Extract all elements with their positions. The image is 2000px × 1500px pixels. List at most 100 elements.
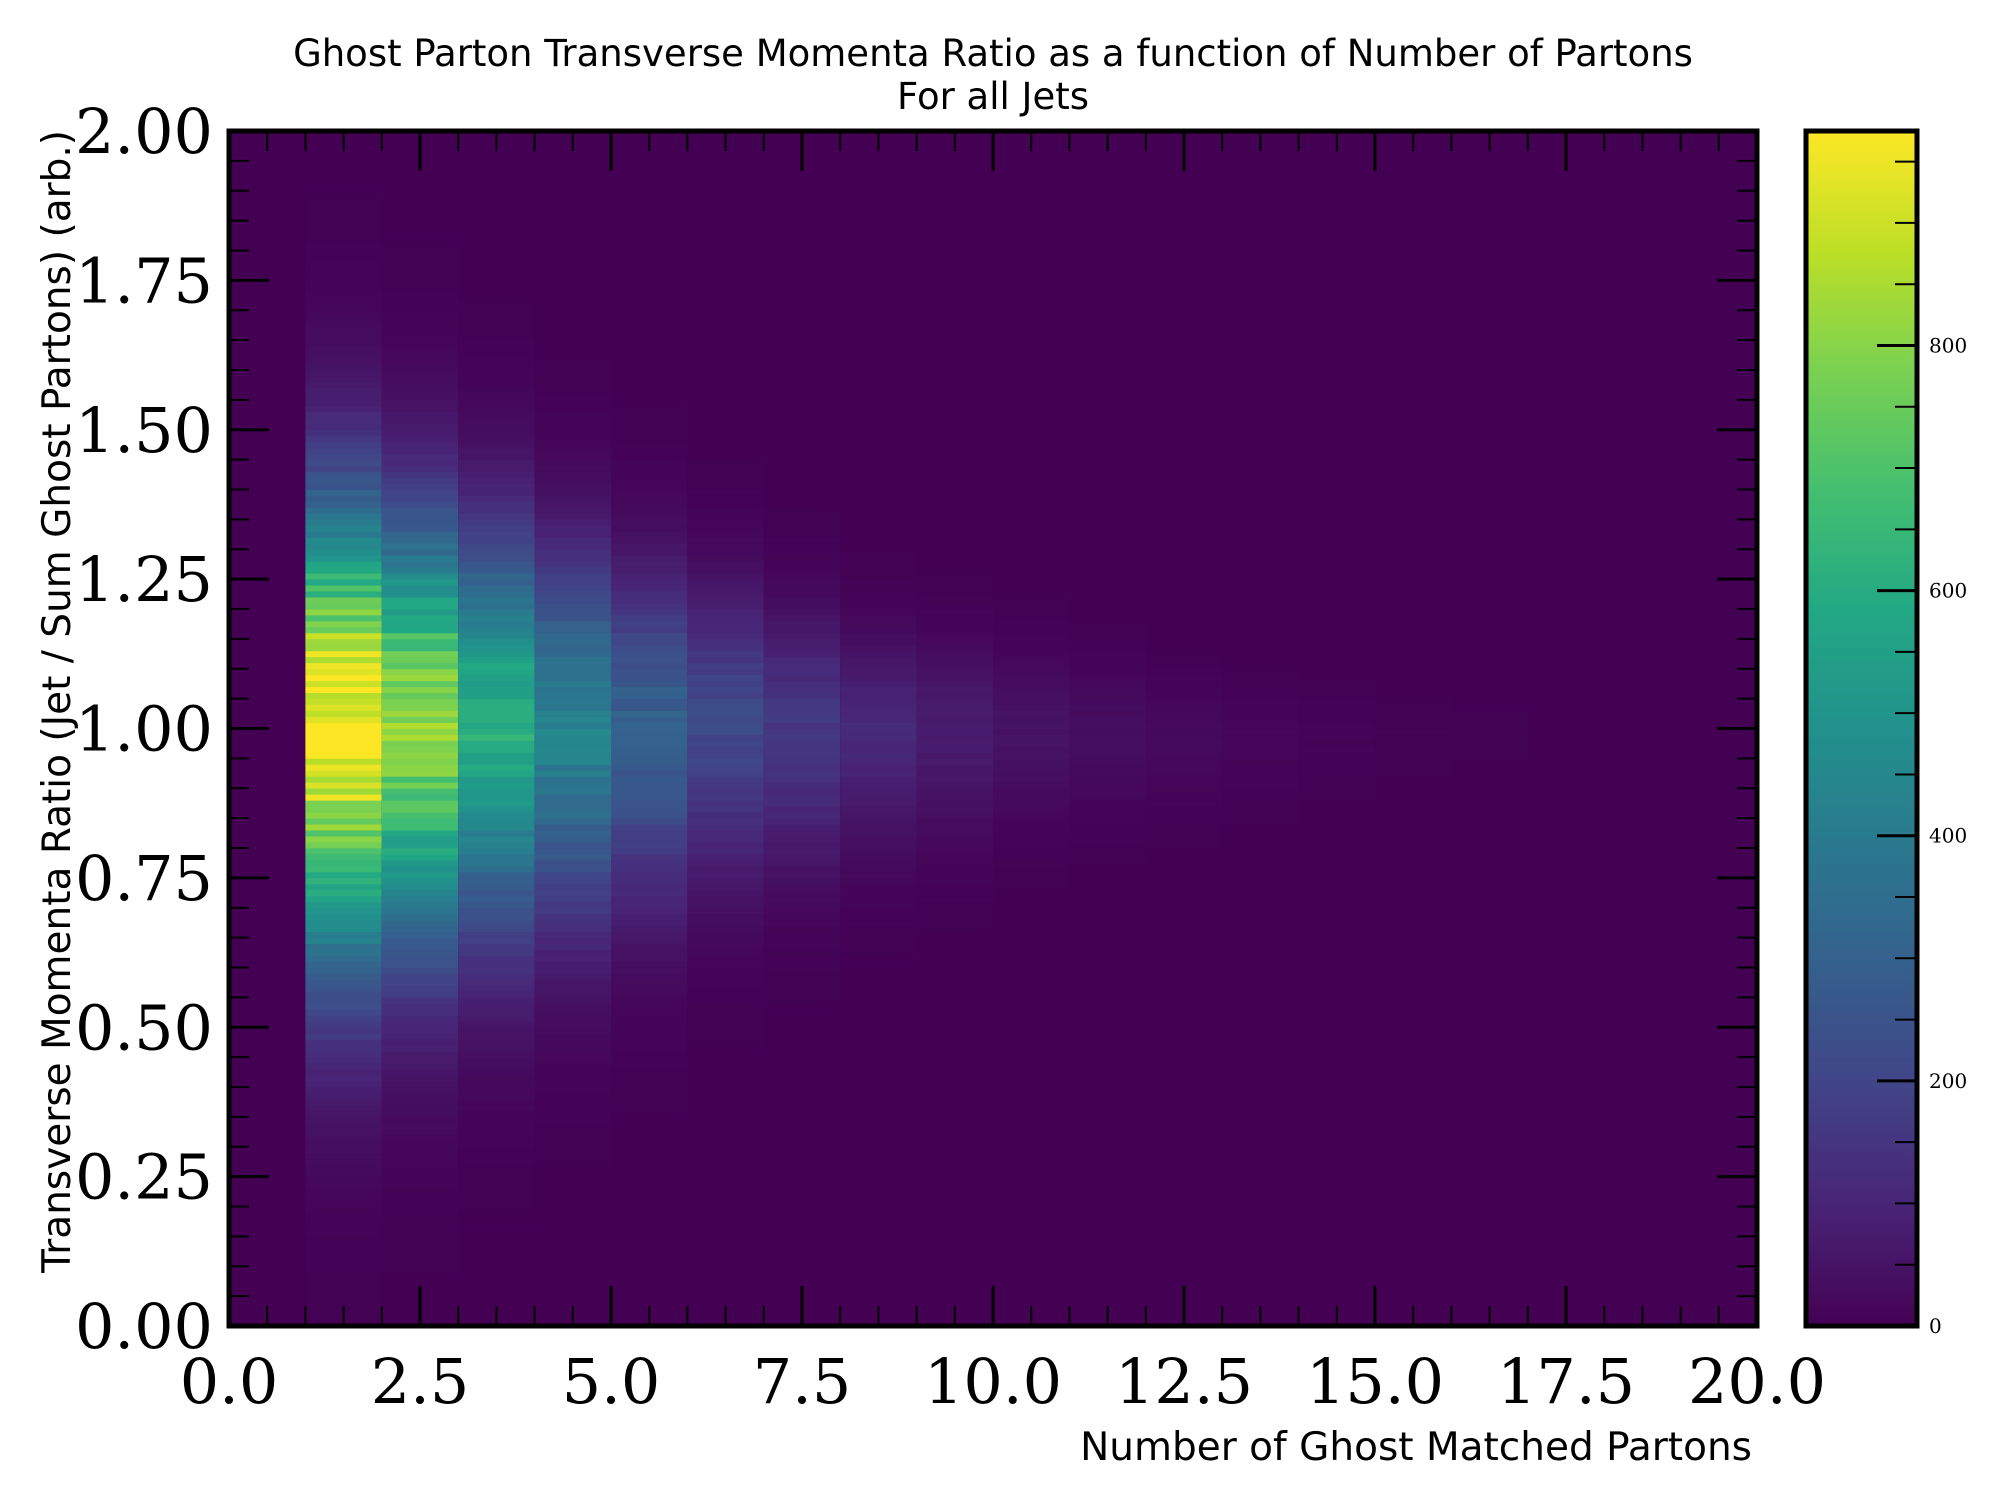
heatmap-cell xyxy=(611,865,688,873)
heatmap-cell xyxy=(611,818,688,825)
heatmap-cell xyxy=(1069,752,1146,759)
heatmap-cell xyxy=(305,358,382,365)
heatmap-cell xyxy=(458,393,535,401)
heatmap-cell xyxy=(305,298,382,305)
heatmap-cell xyxy=(305,543,382,550)
heatmap-cell xyxy=(458,913,535,921)
heatmap-cell xyxy=(763,710,841,717)
heatmap-cell xyxy=(611,859,688,867)
heatmap-cell xyxy=(381,304,459,311)
heatmap-cell xyxy=(687,656,764,664)
heatmap-cell xyxy=(381,668,459,676)
heatmap-cell xyxy=(763,961,841,968)
heatmap-cell xyxy=(305,1224,382,1231)
heatmap-cell xyxy=(381,238,459,245)
heatmap-cell xyxy=(534,776,611,783)
y-tick-label: 0.25 xyxy=(75,1141,213,1214)
heatmap-cell xyxy=(1069,788,1146,795)
heatmap-cell xyxy=(763,734,841,741)
heatmap-cell xyxy=(534,447,611,455)
heatmap-cell xyxy=(763,859,841,867)
heatmap-cell xyxy=(687,1051,764,1058)
heatmap-cell xyxy=(840,836,917,843)
heatmap-cell xyxy=(305,585,382,592)
heatmap-cell xyxy=(611,692,688,700)
heatmap-cell xyxy=(381,716,459,723)
heatmap-cell xyxy=(381,1242,459,1249)
heatmap-cell xyxy=(840,591,917,598)
heatmap-cell xyxy=(458,1087,535,1094)
heatmap-cell xyxy=(611,961,688,968)
heatmap-cell xyxy=(534,1134,611,1142)
heatmap-cell xyxy=(993,836,1070,843)
heatmap-cell xyxy=(305,919,382,927)
heatmap-cell xyxy=(534,381,611,389)
heatmap-cell xyxy=(611,638,688,646)
heatmap-cell xyxy=(1145,668,1223,676)
heatmap-cell xyxy=(611,543,688,550)
heatmap-cell xyxy=(305,842,382,849)
heatmap-cell xyxy=(993,746,1070,753)
heatmap-cell xyxy=(534,818,611,825)
colorbar-tick-label: 600 xyxy=(1929,579,1967,603)
heatmap-cell xyxy=(534,782,611,789)
heatmap-cell xyxy=(916,698,993,705)
heatmap-cell xyxy=(611,668,688,676)
heatmap-cell xyxy=(1069,824,1146,831)
heatmap-cell xyxy=(381,1116,459,1124)
heatmap-cell xyxy=(611,830,688,837)
heatmap-cell xyxy=(840,937,917,944)
heatmap-cell xyxy=(381,477,459,484)
heatmap-cell xyxy=(534,1122,611,1130)
heatmap-cell xyxy=(458,1092,535,1100)
heatmap-cell xyxy=(534,1021,611,1028)
heatmap-cell xyxy=(687,710,764,717)
heatmap-cell xyxy=(305,316,382,323)
heatmap-cell xyxy=(381,417,459,425)
heatmap-cell xyxy=(916,585,993,592)
heatmap-cell xyxy=(458,1218,535,1225)
heatmap-cell xyxy=(534,489,611,496)
heatmap-cell xyxy=(381,1039,459,1046)
heatmap-cell xyxy=(381,334,459,341)
heatmap-cell xyxy=(611,549,688,556)
heatmap-cell xyxy=(458,597,535,604)
heatmap-cell xyxy=(305,322,382,329)
heatmap-cell xyxy=(381,853,459,861)
heatmap-cell xyxy=(916,734,993,741)
heatmap-cell xyxy=(534,513,611,520)
heatmap-cell xyxy=(687,555,764,562)
heatmap-cell xyxy=(381,632,459,640)
heatmap-cell xyxy=(1222,680,1299,688)
heatmap-cell xyxy=(305,525,382,532)
heatmap-cell xyxy=(305,716,382,723)
heatmap-cell xyxy=(381,1063,459,1070)
heatmap-cell xyxy=(611,513,688,520)
heatmap-column xyxy=(1375,692,1452,783)
heatmap-cell xyxy=(916,901,993,909)
heatmap-cell xyxy=(305,1302,382,1309)
heatmap-cell xyxy=(1375,752,1452,759)
heatmap-cell xyxy=(305,274,382,281)
heatmap-cell xyxy=(1222,746,1299,753)
heatmap-cell xyxy=(763,561,841,568)
chart-title: Ghost Parton Transverse Momenta Ratio as… xyxy=(293,32,1693,75)
heatmap-cell xyxy=(763,662,841,670)
heatmap-cell xyxy=(458,818,535,825)
heatmap-cell xyxy=(840,919,917,927)
heatmap-cell xyxy=(305,848,382,855)
y-tick-label: 0.00 xyxy=(75,1290,213,1363)
heatmap-cell xyxy=(1298,758,1375,765)
heatmap-cell xyxy=(305,561,382,568)
heatmap-cell xyxy=(993,848,1070,855)
heatmap-cell xyxy=(534,1128,611,1136)
heatmap-cell xyxy=(458,716,535,723)
heatmap-cell xyxy=(916,770,993,777)
heatmap-cell xyxy=(1069,650,1146,658)
heatmap-cell xyxy=(1451,704,1528,711)
heatmap-cell xyxy=(993,842,1070,849)
heatmap-cell xyxy=(763,794,841,801)
heatmap-cell xyxy=(1222,728,1299,735)
heatmap-cell xyxy=(305,483,382,490)
heatmap-column xyxy=(1069,614,1146,873)
